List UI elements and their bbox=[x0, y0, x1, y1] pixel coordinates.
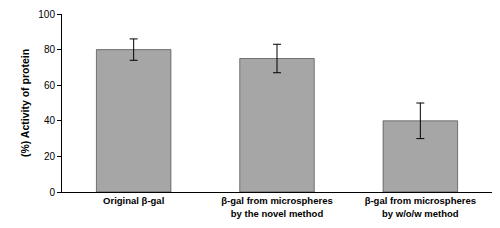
svg-text:100: 100 bbox=[38, 9, 55, 20]
svg-text:(%) Activity of protein: (%) Activity of protein bbox=[19, 49, 31, 157]
svg-text:60: 60 bbox=[44, 80, 56, 91]
svg-text:0: 0 bbox=[49, 187, 55, 198]
svg-text:Original β-gal: Original β-gal bbox=[103, 195, 164, 206]
svg-text:80: 80 bbox=[44, 44, 56, 55]
svg-text:40: 40 bbox=[44, 115, 56, 126]
svg-text:β-gal from microspheresby w/o/: β-gal from microspheresby w/o/w method bbox=[365, 195, 476, 218]
svg-text:20: 20 bbox=[44, 151, 56, 162]
svg-text:β-gal from microspheresby the: β-gal from microspheresby the novel meth… bbox=[221, 195, 332, 218]
